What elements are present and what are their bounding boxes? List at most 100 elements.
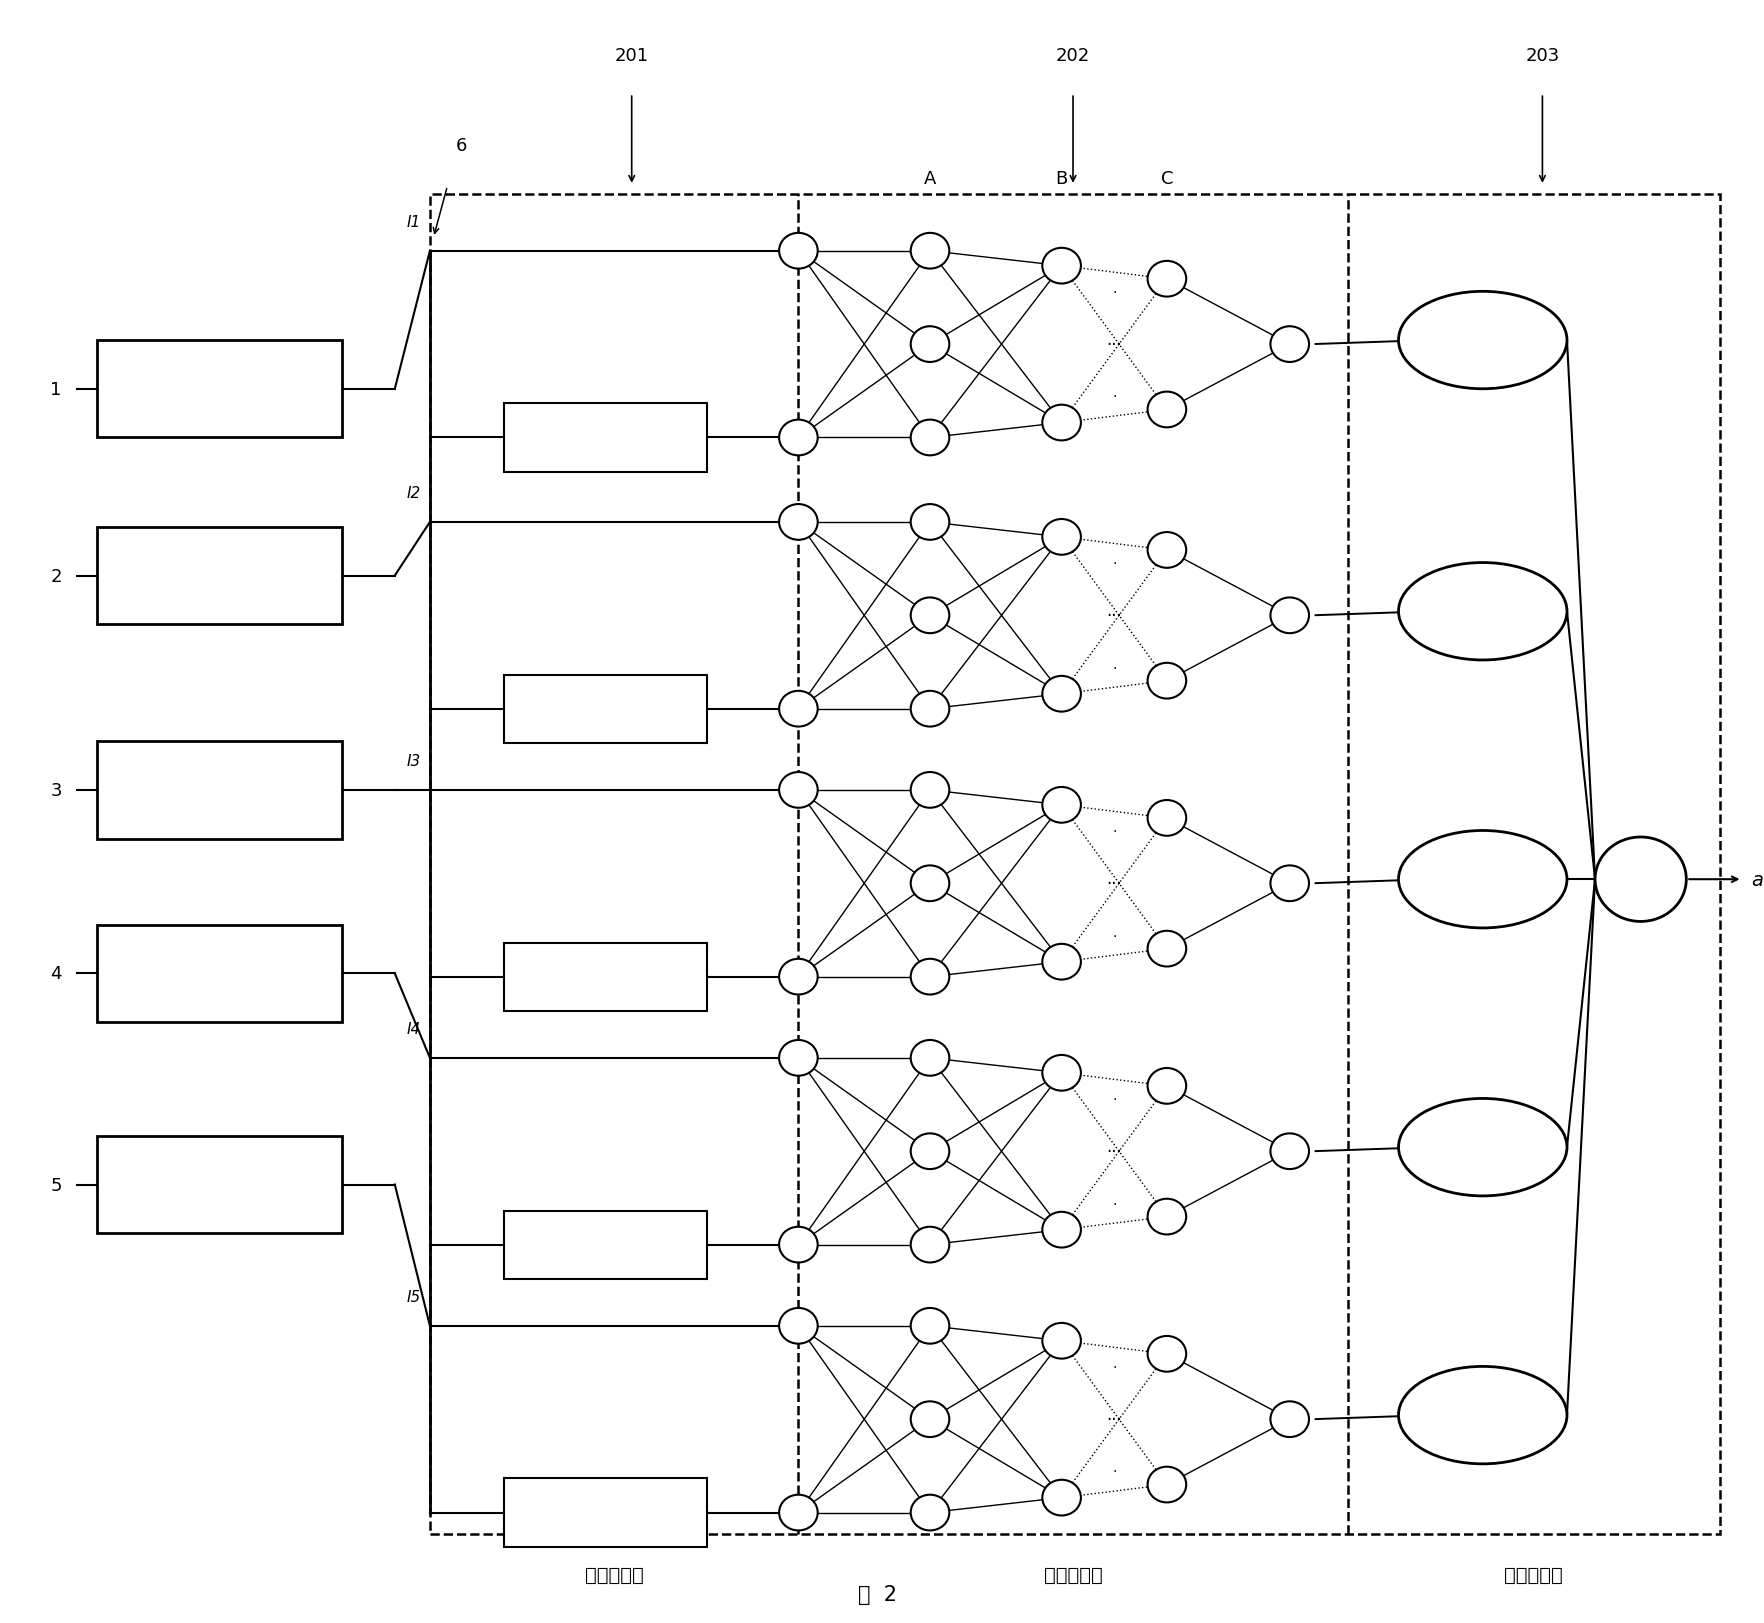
Text: 决策级融合: 决策级融合	[1505, 1565, 1563, 1584]
FancyBboxPatch shape	[97, 742, 342, 839]
FancyBboxPatch shape	[97, 341, 342, 438]
Circle shape	[1043, 406, 1081, 441]
Circle shape	[910, 234, 949, 269]
Text: ·: ·	[1111, 390, 1117, 404]
Circle shape	[1270, 599, 1309, 635]
Text: dI1/dt: dI1/dt	[586, 971, 626, 984]
Text: 5: 5	[51, 1175, 62, 1195]
Text: ·: ·	[1111, 557, 1117, 571]
Circle shape	[910, 1134, 949, 1169]
Text: 浊度传感器: 浊度传感器	[194, 380, 245, 399]
FancyBboxPatch shape	[503, 404, 707, 472]
Text: 4: 4	[51, 964, 62, 984]
Circle shape	[1148, 393, 1185, 428]
Text: dI1/dt: dI1/dt	[586, 1238, 626, 1251]
Text: I1: I1	[407, 214, 422, 230]
Text: ·: ·	[1111, 1360, 1117, 1375]
Circle shape	[1043, 248, 1081, 284]
Circle shape	[1148, 261, 1185, 297]
Text: ·: ·	[1111, 824, 1117, 839]
Text: W4: W4	[1468, 1138, 1498, 1157]
Text: ·: ·	[1111, 1196, 1117, 1211]
Circle shape	[910, 1227, 949, 1263]
Text: I3: I3	[407, 753, 422, 769]
Circle shape	[1043, 1055, 1081, 1091]
Circle shape	[1148, 1467, 1185, 1503]
Circle shape	[1148, 1068, 1185, 1104]
Circle shape	[780, 959, 818, 995]
Ellipse shape	[1399, 1367, 1566, 1464]
Text: PH値传感器: PH値传感器	[189, 566, 250, 586]
Ellipse shape	[1399, 831, 1566, 928]
Circle shape	[780, 1495, 818, 1530]
Circle shape	[1595, 837, 1686, 922]
Circle shape	[1148, 664, 1185, 700]
Text: ·: ·	[1111, 1464, 1117, 1479]
Text: W5: W5	[1468, 1406, 1498, 1425]
Circle shape	[910, 505, 949, 540]
Circle shape	[780, 234, 818, 269]
Circle shape	[1270, 1401, 1309, 1438]
Text: dI1/dt: dI1/dt	[586, 1506, 626, 1519]
FancyBboxPatch shape	[97, 925, 342, 1022]
Text: ···: ···	[1106, 336, 1122, 354]
FancyBboxPatch shape	[503, 1479, 707, 1547]
Circle shape	[910, 867, 949, 902]
Text: I4: I4	[407, 1021, 422, 1037]
Circle shape	[1043, 787, 1081, 823]
Text: 2: 2	[51, 566, 62, 586]
Text: ···: ···	[1106, 607, 1122, 625]
Text: 特征级融合: 特征级融合	[1044, 1565, 1102, 1584]
Circle shape	[780, 691, 818, 727]
Text: a: a	[1752, 870, 1764, 889]
Circle shape	[1043, 1212, 1081, 1248]
Text: 203: 203	[1526, 47, 1559, 65]
Circle shape	[1043, 945, 1081, 980]
Circle shape	[780, 505, 818, 540]
Circle shape	[910, 420, 949, 456]
Text: 201: 201	[614, 47, 649, 65]
FancyBboxPatch shape	[503, 1211, 707, 1279]
Circle shape	[910, 959, 949, 995]
Circle shape	[1043, 519, 1081, 555]
Text: I5: I5	[407, 1289, 422, 1305]
Text: 图  2: 图 2	[857, 1584, 896, 1604]
Circle shape	[910, 1401, 949, 1438]
Text: 202: 202	[1057, 47, 1090, 65]
Circle shape	[1148, 1336, 1185, 1371]
Ellipse shape	[1399, 563, 1566, 661]
Circle shape	[910, 1040, 949, 1076]
Text: A: A	[924, 169, 937, 188]
Text: C: C	[1161, 169, 1173, 188]
Text: ·: ·	[1111, 1092, 1117, 1107]
Text: ···: ···	[1106, 875, 1122, 893]
Ellipse shape	[1399, 292, 1566, 390]
Circle shape	[1148, 932, 1185, 967]
Circle shape	[780, 1040, 818, 1076]
Circle shape	[910, 691, 949, 727]
Text: 3: 3	[51, 781, 62, 800]
Circle shape	[1270, 867, 1309, 902]
Ellipse shape	[1399, 1099, 1566, 1196]
FancyBboxPatch shape	[503, 943, 707, 1011]
FancyBboxPatch shape	[503, 675, 707, 743]
Text: ·: ·	[1111, 928, 1117, 943]
FancyBboxPatch shape	[97, 527, 342, 625]
Circle shape	[1148, 800, 1185, 836]
Circle shape	[910, 328, 949, 364]
Text: 电导率传感器: 电导率传感器	[189, 781, 249, 800]
Text: ···: ···	[1106, 1143, 1122, 1160]
Circle shape	[780, 1308, 818, 1344]
Text: 温度传感器: 温度传感器	[194, 964, 245, 984]
Text: ···: ···	[1106, 1410, 1122, 1428]
Text: W1: W1	[1468, 331, 1498, 351]
Circle shape	[1043, 677, 1081, 712]
Text: ·: ·	[1111, 286, 1117, 300]
Text: I2: I2	[407, 485, 422, 502]
Text: 数据级融合: 数据级融合	[586, 1565, 644, 1584]
Text: 6: 6	[457, 136, 467, 156]
Circle shape	[1043, 1323, 1081, 1358]
Circle shape	[1043, 1480, 1081, 1516]
Text: 1: 1	[51, 380, 62, 399]
Circle shape	[780, 773, 818, 808]
